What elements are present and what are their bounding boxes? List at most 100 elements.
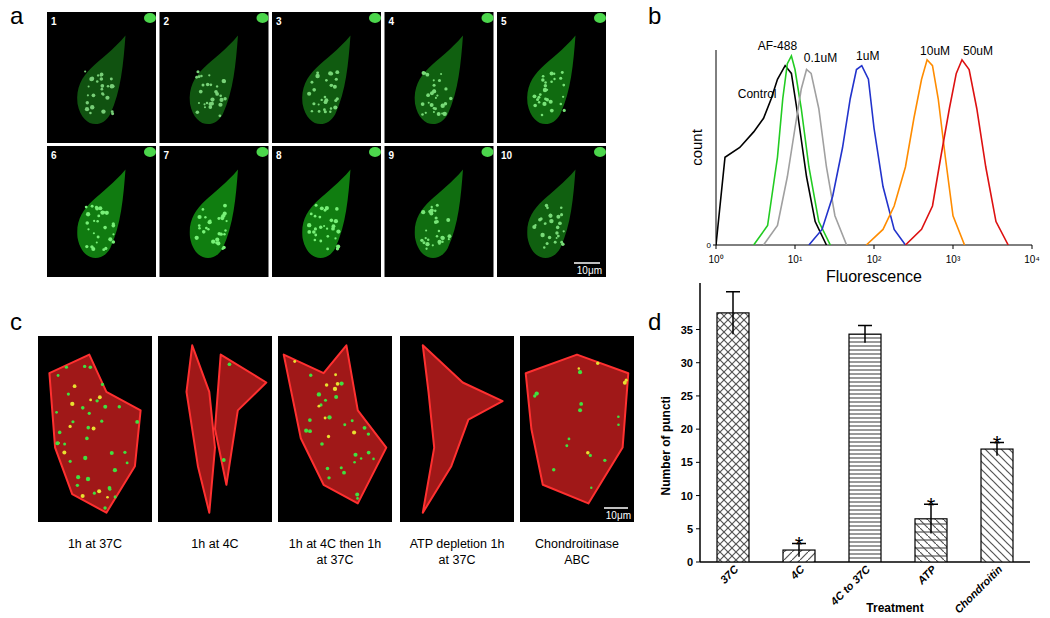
green-punctum bbox=[111, 85, 114, 88]
green-punctum bbox=[318, 110, 321, 113]
green-punctum bbox=[199, 90, 203, 94]
green-punctum bbox=[542, 102, 546, 106]
x-tick-label: 10¹ bbox=[788, 254, 803, 265]
green-punctum bbox=[92, 93, 96, 97]
x-tick bbox=[716, 245, 717, 249]
green-punctum bbox=[556, 215, 560, 219]
x-tick bbox=[795, 245, 796, 249]
green-punctum bbox=[323, 225, 325, 227]
image-bg bbox=[520, 336, 634, 522]
green-punctum bbox=[211, 240, 215, 244]
green-punctum bbox=[63, 443, 66, 446]
green-punctum bbox=[195, 236, 199, 240]
green-punctum bbox=[565, 444, 568, 447]
green-punctum bbox=[318, 104, 320, 106]
series-label: 1uM bbox=[856, 49, 879, 63]
green-punctum bbox=[81, 406, 85, 410]
green-punctum bbox=[87, 94, 89, 96]
green-punctum bbox=[544, 98, 547, 101]
green-punctum bbox=[425, 229, 427, 231]
green-punctum bbox=[568, 438, 571, 441]
green-punctum bbox=[110, 77, 113, 80]
frame-bg bbox=[47, 146, 156, 277]
green-punctum bbox=[196, 110, 200, 114]
edge-spot bbox=[594, 147, 606, 157]
green-punctum bbox=[223, 97, 226, 100]
green-punctum bbox=[550, 72, 554, 76]
green-punctum bbox=[217, 217, 220, 220]
green-punctum bbox=[103, 405, 107, 409]
green-punctum bbox=[83, 365, 86, 368]
green-punctum bbox=[83, 456, 87, 460]
green-punctum bbox=[541, 78, 544, 81]
green-punctum bbox=[97, 489, 101, 493]
green-punctum bbox=[223, 204, 227, 208]
green-punctum bbox=[107, 85, 109, 87]
green-punctum bbox=[81, 494, 85, 498]
green-punctum bbox=[198, 227, 201, 230]
green-punctum bbox=[355, 493, 359, 497]
green-punctum bbox=[135, 420, 139, 424]
y-axis bbox=[699, 283, 701, 562]
green-punctum bbox=[428, 102, 430, 104]
frame-number: 10 bbox=[501, 150, 513, 161]
green-punctum bbox=[67, 392, 70, 395]
histogram-line bbox=[905, 60, 1008, 245]
x-tick-label: 37C bbox=[718, 562, 742, 586]
green-punctum bbox=[533, 394, 536, 397]
green-punctum bbox=[352, 430, 356, 434]
green-punctum bbox=[363, 426, 367, 430]
green-punctum bbox=[215, 92, 219, 96]
green-punctum bbox=[441, 236, 445, 240]
green-punctum bbox=[444, 87, 447, 90]
significance-mark: * bbox=[795, 532, 804, 557]
green-punctum bbox=[57, 374, 60, 377]
green-punctum bbox=[320, 206, 324, 210]
green-punctum bbox=[200, 75, 203, 78]
green-punctum bbox=[321, 99, 323, 101]
green-punctum bbox=[533, 104, 537, 108]
y-tick-label: 0 bbox=[707, 241, 712, 250]
green-punctum bbox=[544, 81, 547, 84]
series-label: AF-488 bbox=[758, 39, 798, 53]
green-punctum bbox=[324, 399, 327, 402]
green-punctum bbox=[367, 451, 371, 455]
green-punctum bbox=[421, 113, 424, 116]
green-punctum bbox=[88, 412, 91, 415]
green-punctum bbox=[316, 71, 319, 74]
green-punctum bbox=[308, 418, 312, 422]
micrograph bbox=[400, 336, 514, 522]
green-punctum bbox=[93, 232, 95, 234]
green-punctum bbox=[544, 84, 547, 87]
green-punctum bbox=[539, 93, 542, 96]
green-punctum bbox=[324, 96, 327, 99]
green-punctum bbox=[101, 109, 105, 113]
green-punctum bbox=[86, 477, 90, 481]
green-punctum bbox=[111, 110, 114, 113]
frame-number: 2 bbox=[164, 16, 170, 27]
panel-label: d bbox=[648, 308, 661, 335]
green-punctum bbox=[432, 89, 436, 93]
y-tick bbox=[696, 462, 700, 463]
y-tick-label: 15 bbox=[681, 456, 693, 468]
series-label: 10uM bbox=[920, 44, 950, 58]
green-punctum bbox=[210, 83, 213, 86]
green-punctum bbox=[425, 237, 427, 239]
green-punctum bbox=[85, 206, 88, 209]
green-punctum bbox=[98, 395, 102, 399]
y-tick-label: 20 bbox=[681, 423, 693, 435]
y-axis-label: Number of puncti bbox=[659, 396, 673, 495]
green-punctum bbox=[86, 212, 90, 216]
green-punctum bbox=[420, 239, 423, 242]
green-punctum bbox=[323, 108, 326, 111]
x-tick-label: ATP bbox=[914, 562, 939, 587]
green-punctum bbox=[221, 214, 224, 217]
panel-label: b bbox=[648, 2, 661, 29]
green-punctum bbox=[326, 247, 329, 250]
green-punctum bbox=[544, 222, 546, 224]
green-punctum bbox=[335, 78, 338, 81]
green-punctum bbox=[196, 70, 199, 73]
frame-number: 7 bbox=[164, 150, 170, 161]
edge-spot bbox=[369, 13, 381, 23]
y-tick-label: 0 bbox=[687, 556, 693, 568]
